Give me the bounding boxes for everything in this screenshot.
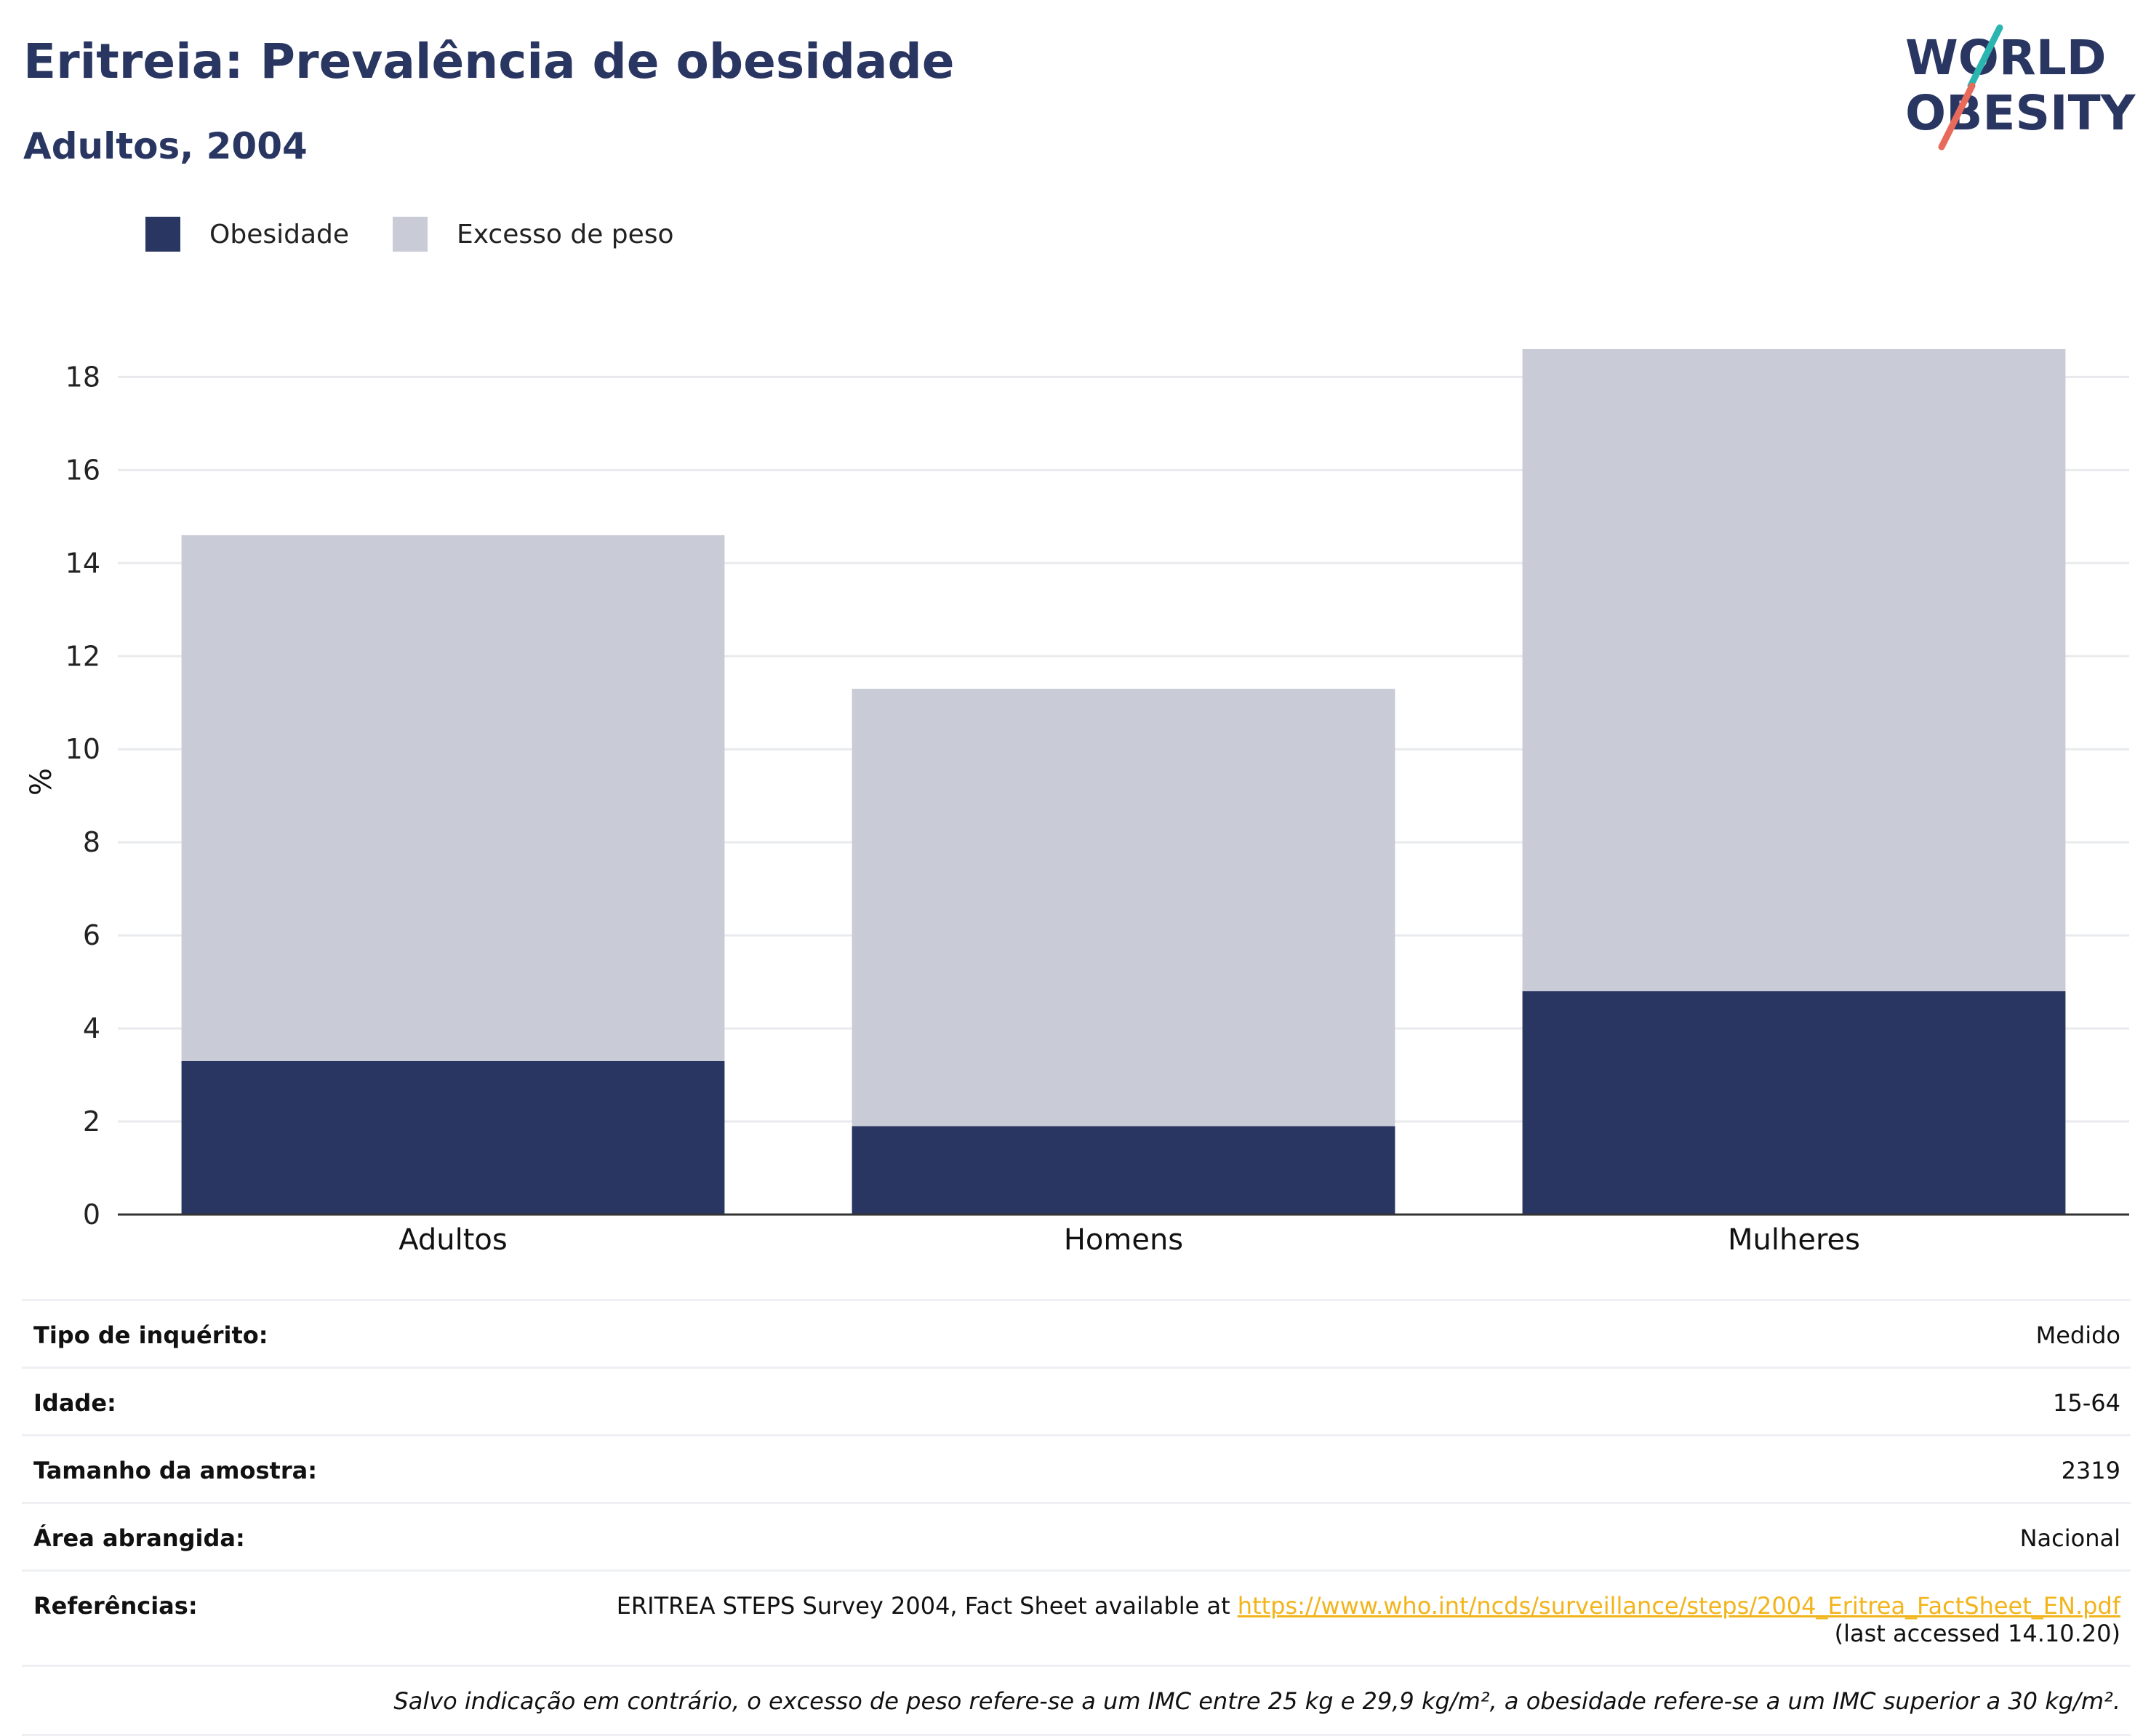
reference-link[interactable]: https://www.who.int/ncds/surveillance/st… [1237, 1592, 2120, 1620]
y-axis-label: % [25, 768, 58, 796]
info-value: 15-64 [2053, 1389, 2120, 1417]
y-tick-label: 10 [65, 733, 100, 765]
chart-legend: Obesidade Excesso de peso [145, 217, 718, 252]
stacked-bar-chart: 0 2 4 6 8 10 12 14 16 18% Adultos Homens Mulheres [25, 349, 2129, 1257]
y-tick-label: 18 [65, 361, 100, 393]
page-subtitle: Adultos, 2004 [23, 125, 308, 167]
y-tick-label: 14 [65, 547, 100, 579]
info-value: Nacional [2019, 1524, 2120, 1552]
page-title: Eritreia: Prevalência de obesidade [23, 33, 955, 89]
info-label: Área abrangida: [33, 1524, 245, 1552]
logo-text-obesity: OBESITY [1905, 85, 2136, 141]
bar-obesity-homens [852, 1126, 1395, 1215]
y-tick-label: 4 [83, 1012, 100, 1044]
legend-label-obesity: Obesidade [209, 219, 350, 249]
info-label: Idade: [33, 1389, 116, 1417]
logo-slash-coral [1938, 82, 1976, 151]
y-tick-label: 16 [65, 454, 100, 486]
info-row-sample-size: Tamanho da amostra: 2319 [22, 1434, 2131, 1502]
x-tick-label: Adultos [398, 1223, 508, 1257]
x-tick-label: Mulheres [1728, 1223, 1860, 1257]
y-tick-label: 6 [83, 919, 100, 951]
info-label: Tipo de inquérito: [33, 1321, 268, 1349]
info-value: 2319 [2061, 1457, 2120, 1484]
reference-accessed: (last accessed 14.10.20) [1834, 1620, 2120, 1647]
info-value: Medido [2035, 1321, 2120, 1349]
legend-swatch-overweight [393, 217, 428, 252]
info-value-references: ERITREA STEPS Survey 2004, Fact Sheet av… [617, 1592, 2120, 1647]
bar-obesity-mulheres [1522, 991, 2066, 1215]
info-row-references: Referências: ERITREA STEPS Survey 2004, … [22, 1569, 2131, 1665]
logo-slash-teal [1967, 24, 2003, 89]
info-row-area: Área abrangida: Nacional [22, 1502, 2131, 1569]
legend-item-overweight[interactable]: Excesso de peso [393, 217, 674, 252]
info-row-survey-type: Tipo de inquérito: Medido [22, 1299, 2131, 1367]
y-tick-label: 8 [83, 826, 100, 858]
info-label: Tamanho da amostra: [33, 1457, 317, 1484]
legend-label-overweight: Excesso de peso [457, 219, 674, 249]
y-tick-label: 12 [65, 640, 100, 672]
legend-item-obesity[interactable]: Obesidade [145, 217, 349, 252]
bar-obesity-adultos [181, 1060, 725, 1215]
bar-overweight-homens [852, 689, 1395, 1127]
bar-overweight-mulheres [1522, 349, 2066, 991]
logo-text-world: WORLD [1905, 30, 2107, 86]
world-obesity-logo: WORLD OBESITY [1905, 24, 2136, 151]
x-tick-label: Homens [1064, 1223, 1183, 1257]
survey-info-table: Tipo de inquérito: Medido Idade: 15-64 T… [22, 1299, 2131, 1736]
info-row-age: Idade: 15-64 [22, 1367, 2131, 1434]
reference-text: ERITREA STEPS Survey 2004, Fact Sheet av… [616, 1592, 1238, 1620]
info-label: Referências: [33, 1592, 198, 1620]
y-tick-label: 0 [83, 1199, 100, 1231]
footnote: Salvo indicação em contrário, o excesso … [22, 1665, 2131, 1736]
legend-swatch-obesity [145, 217, 180, 252]
bar-overweight-adultos [181, 535, 725, 1061]
y-tick-label: 2 [83, 1105, 100, 1137]
